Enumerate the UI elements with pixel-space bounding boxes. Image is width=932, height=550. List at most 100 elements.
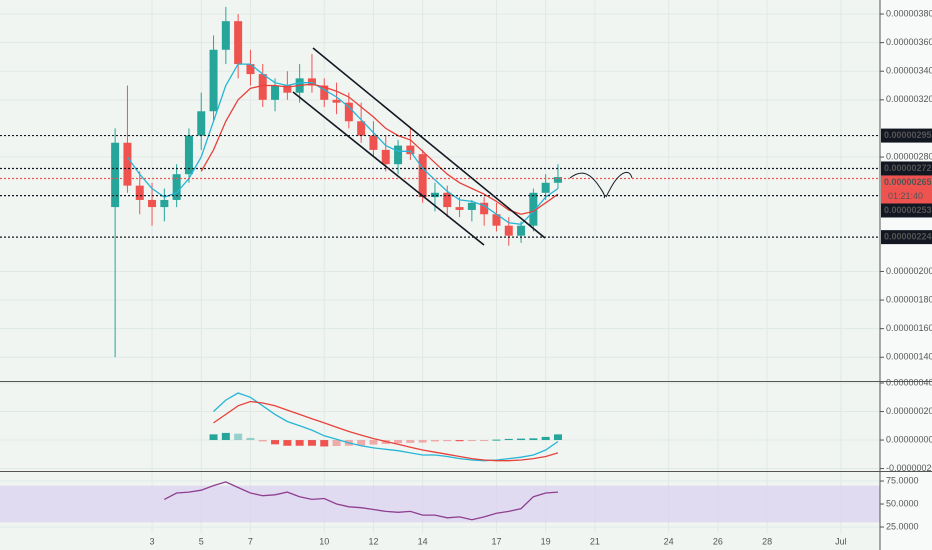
channel-lower bbox=[292, 91, 485, 246]
x-tick-label: 17 bbox=[491, 536, 501, 546]
indicator-line bbox=[213, 392, 559, 462]
x-tick-label: 7 bbox=[248, 536, 253, 546]
candle-body bbox=[332, 99, 341, 103]
x-tick-label: 28 bbox=[762, 536, 772, 546]
histogram-bar bbox=[480, 440, 489, 442]
x-tick-label: 10 bbox=[319, 536, 329, 546]
histogram-bar bbox=[541, 436, 550, 441]
y-tick-label: 0.00000340 bbox=[886, 66, 932, 76]
candle-body bbox=[209, 49, 218, 112]
candle-body bbox=[369, 135, 378, 150]
level-label: 0.00000272 bbox=[884, 163, 932, 173]
x-tick-label: 26 bbox=[713, 536, 723, 546]
candle-body bbox=[357, 121, 366, 136]
x-tick-label: 5 bbox=[199, 536, 204, 546]
histogram-bar bbox=[271, 440, 280, 445]
x-tick-label: 12 bbox=[368, 536, 378, 546]
projection-sketch bbox=[569, 171, 633, 199]
histogram-bar bbox=[209, 434, 218, 441]
y-tick-label: -0.00000020 bbox=[886, 463, 932, 473]
candle-body bbox=[307, 78, 316, 86]
histogram-bar bbox=[443, 440, 452, 442]
indicator-line bbox=[163, 481, 559, 521]
candle-body bbox=[135, 185, 144, 200]
level-label: 0.00000253 bbox=[884, 205, 932, 215]
candle-body bbox=[258, 74, 267, 100]
candle-body bbox=[234, 21, 243, 65]
indicator-line bbox=[200, 83, 559, 215]
candle-body bbox=[504, 225, 513, 236]
candle-body bbox=[111, 142, 120, 208]
histogram-bar bbox=[369, 440, 378, 445]
x-tick-label: 3 bbox=[150, 536, 155, 546]
histogram-bar bbox=[529, 438, 538, 441]
histogram-bar bbox=[320, 440, 329, 447]
candle-body bbox=[480, 202, 489, 215]
candle-body bbox=[148, 199, 157, 208]
level-label-box bbox=[881, 203, 932, 218]
y-tick-label: 50.0000 bbox=[886, 498, 919, 508]
x-tick-label: 24 bbox=[664, 536, 674, 546]
candle-body bbox=[430, 192, 439, 198]
y-tick-label: 0.00000140 bbox=[886, 352, 932, 362]
y-tick-label: 0.00000040 bbox=[886, 377, 932, 387]
histogram-bar bbox=[357, 440, 366, 446]
indicator-line bbox=[126, 63, 559, 225]
candle-body bbox=[455, 207, 464, 210]
level-label-box bbox=[881, 161, 932, 176]
candle-body bbox=[406, 145, 415, 155]
x-tick-label: 14 bbox=[418, 536, 428, 546]
candle-body bbox=[553, 177, 562, 183]
histogram-bar bbox=[455, 440, 464, 442]
histogram-bar bbox=[295, 440, 304, 446]
histogram-bar bbox=[406, 440, 415, 443]
candle-body bbox=[381, 149, 390, 165]
candle-body bbox=[172, 174, 181, 200]
histogram-bar bbox=[234, 433, 243, 441]
histogram-bar bbox=[307, 440, 316, 446]
histogram-bar bbox=[492, 439, 501, 441]
bar-countdown: 01:21:40 bbox=[888, 191, 923, 201]
candle-body bbox=[529, 192, 538, 226]
y-tick-label: 0.00000020 bbox=[886, 406, 932, 416]
candle-body bbox=[160, 199, 169, 208]
candle-body bbox=[184, 135, 193, 175]
candle-body bbox=[541, 182, 550, 193]
y-tick-label: 0.00000000 bbox=[886, 434, 932, 444]
candle-body bbox=[221, 21, 230, 50]
y-tick-label: 0.00000200 bbox=[886, 266, 932, 276]
candle-body bbox=[320, 85, 329, 100]
histogram-bar bbox=[430, 440, 439, 442]
candle-body bbox=[418, 154, 427, 198]
candle-body bbox=[344, 102, 353, 122]
histogram-bar bbox=[221, 432, 230, 441]
y-tick-label: 0.00000180 bbox=[886, 294, 932, 304]
level-label: 0.00000295 bbox=[884, 130, 932, 140]
histogram-bar bbox=[258, 440, 267, 442]
candle-body bbox=[517, 225, 526, 236]
y-tick-label: 0.00000160 bbox=[886, 323, 932, 333]
plot-background bbox=[0, 0, 880, 550]
y-tick-label: 0.00000280 bbox=[886, 151, 932, 161]
x-tick-label: 19 bbox=[541, 536, 551, 546]
y-tick-label: 75.0000 bbox=[886, 475, 919, 485]
histogram-bar bbox=[504, 438, 513, 441]
candle-body bbox=[246, 64, 255, 75]
candle-body bbox=[467, 202, 476, 210]
level-label-box bbox=[881, 230, 932, 245]
x-tick-label: 21 bbox=[590, 536, 600, 546]
candle-body bbox=[443, 192, 452, 208]
marks bbox=[0, 6, 880, 521]
candle-body bbox=[492, 214, 501, 226]
histogram-bar bbox=[246, 437, 255, 441]
channel-upper bbox=[312, 47, 546, 239]
x-tick-label: Jul bbox=[835, 536, 847, 546]
rsi-band bbox=[0, 485, 880, 523]
candle-body bbox=[271, 85, 280, 100]
histogram-bar bbox=[418, 440, 427, 443]
level-label: 0.00000224 bbox=[884, 231, 932, 241]
level-label-box bbox=[881, 175, 932, 204]
histogram-bar bbox=[394, 440, 403, 444]
candle-body bbox=[394, 145, 403, 165]
